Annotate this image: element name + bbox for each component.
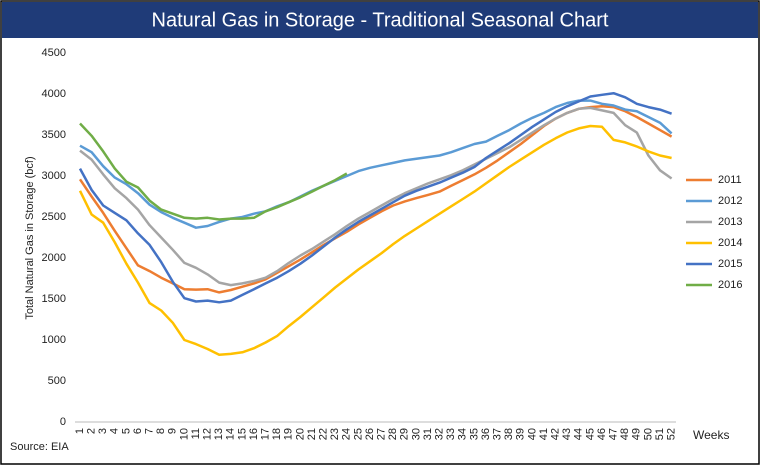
x-tick-label: 48 [619, 428, 631, 440]
y-tick-label: 2000 [42, 252, 66, 264]
y-tick-label: 0 [60, 416, 66, 428]
x-tick-label: 12 [202, 428, 214, 440]
legend-label: 2016 [718, 279, 742, 291]
x-tick-label: 50 [642, 428, 654, 440]
x-tick-label: 9 [167, 428, 179, 434]
x-tick-label: 6 [132, 428, 144, 434]
x-tick-label: 41 [538, 428, 550, 440]
legend-label: 2012 [718, 195, 742, 207]
x-tick-label: 34 [457, 428, 469, 440]
x-tick-label: 26 [364, 428, 376, 440]
x-tick-label: 29 [399, 428, 411, 440]
x-tick-label: 52 [666, 428, 678, 440]
x-tick-label: 18 [271, 428, 283, 440]
chart-title: Natural Gas in Storage - Traditional Sea… [152, 9, 609, 31]
series-line [79, 122, 348, 221]
x-tick-label: 16 [248, 428, 260, 440]
x-tick-label: 44 [573, 428, 585, 440]
x-tick-label: 4 [109, 428, 121, 434]
x-tick-label: 15 [236, 428, 248, 440]
x-tick-label: 10 [178, 428, 190, 440]
x-tick-label: 31 [422, 428, 434, 440]
x-tick-label: 51 [654, 428, 666, 440]
x-tick-label: 23 [329, 428, 341, 440]
x-tick-label: 24 [341, 428, 353, 440]
series-line [79, 99, 673, 229]
x-tick-label: 30 [410, 428, 422, 440]
legend-label: 2015 [718, 258, 742, 270]
x-tick-label: 7 [144, 428, 156, 434]
x-tick-label: 49 [631, 428, 643, 440]
y-tick-label: 3000 [42, 170, 66, 182]
x-tick-label: 11 [190, 428, 202, 439]
x-tick-label: 2 [86, 428, 98, 434]
x-tick-label: 40 [526, 428, 538, 440]
x-tick-label: 19 [283, 428, 295, 440]
title-bar [2, 2, 758, 38]
x-axis-label: Weeks [693, 428, 729, 442]
x-tick-label: 37 [492, 428, 504, 440]
y-tick-label: 500 [48, 375, 66, 387]
x-tick-label: 38 [503, 428, 515, 440]
x-tick-label: 32 [434, 428, 446, 440]
x-tick-label: 13 [213, 428, 225, 440]
x-tick-label: 28 [387, 428, 399, 440]
x-tick-label: 5 [120, 428, 132, 434]
x-tick-label: 33 [445, 428, 457, 440]
y-tick-label: 1000 [42, 334, 66, 346]
x-tick-label: 35 [468, 428, 480, 440]
x-tick-label: 8 [155, 428, 167, 434]
x-tick-label: 43 [561, 428, 573, 440]
x-tick-label: 45 [584, 428, 596, 440]
series-line [78, 91, 673, 304]
series-line [79, 106, 673, 287]
x-tick-label: 25 [352, 428, 364, 440]
x-tick-label: 21 [306, 428, 318, 440]
legend-label: 2014 [718, 237, 742, 249]
x-tick-label: 1 [74, 428, 86, 434]
x-tick-label: 20 [294, 428, 306, 440]
legend-label: 2011 [718, 174, 742, 186]
x-tick-label: 47 [608, 428, 620, 440]
x-tick-label: 36 [480, 428, 492, 440]
x-tick-label: 3 [97, 428, 109, 434]
y-tick-label: 2500 [42, 211, 66, 223]
y-tick-label: 4500 [42, 47, 66, 59]
x-tick-label: 22 [318, 428, 330, 440]
y-tick-label: 4000 [42, 88, 66, 100]
y-tick-label: 1500 [42, 293, 66, 305]
x-tick-label: 42 [550, 428, 562, 440]
x-tick-label: 39 [515, 428, 527, 440]
y-axis-label: Total Natural Gas in Storage (bcf) [24, 156, 36, 319]
legend-label: 2013 [718, 216, 742, 228]
x-tick-label: 46 [596, 428, 608, 440]
x-tick-label: 27 [376, 428, 388, 440]
x-tick-label: 14 [225, 428, 237, 440]
source: Source: EIA [10, 441, 69, 453]
x-tick-label: 17 [260, 428, 272, 440]
series-line [78, 124, 672, 357]
y-tick-label: 3500 [42, 129, 66, 141]
